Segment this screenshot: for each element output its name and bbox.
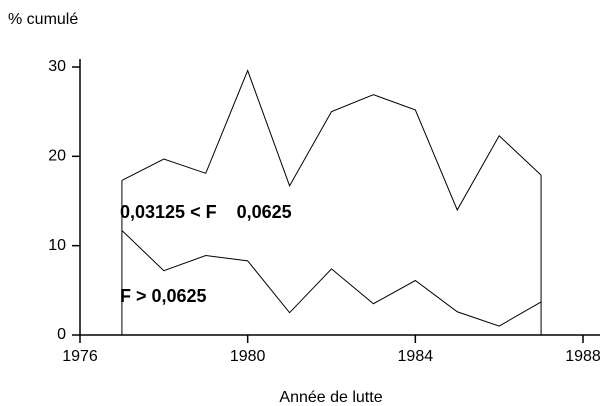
x-tick-label: 1984 xyxy=(398,348,434,365)
series-line xyxy=(121,69,542,212)
y-axis-label: % cumulé xyxy=(8,11,78,28)
y-tick-label: 20 xyxy=(48,148,66,165)
y-tick-label: 30 xyxy=(48,58,66,75)
x-tick-label: 1980 xyxy=(230,348,266,365)
x-tick-label: 1988 xyxy=(565,348,601,365)
annotation: F > 0,0625 xyxy=(120,286,207,306)
annotation: 0,03125 < F 0,0625 xyxy=(120,202,292,222)
x-axis-label: Année de lutte xyxy=(279,389,382,406)
x-tick-label: 1976 xyxy=(62,348,98,365)
series-line xyxy=(121,230,542,327)
y-tick-label: 0 xyxy=(57,326,66,343)
y-tick-label: 10 xyxy=(48,237,66,254)
